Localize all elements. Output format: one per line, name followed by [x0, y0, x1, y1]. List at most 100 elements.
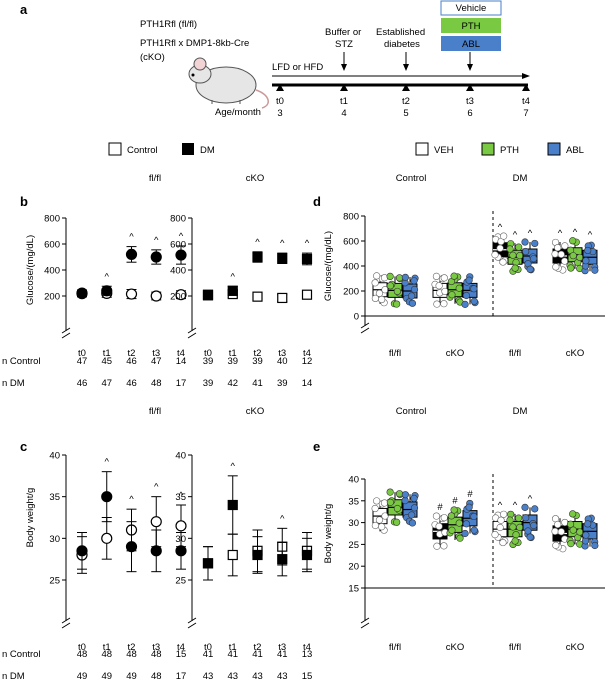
data-point [526, 533, 534, 541]
significance-marker: # [452, 496, 458, 507]
y-tick-label: 0 [354, 312, 359, 323]
n-dm-value: 14 [302, 378, 313, 389]
legend-pth-swatch [481, 142, 495, 156]
n-control-value: 48 [126, 649, 137, 660]
event-stz-label: Buffer or [325, 27, 361, 38]
n-dm-value: 41 [252, 378, 263, 389]
significance-marker: ^ [179, 231, 184, 242]
significance-marker: ^ [129, 494, 134, 505]
data-point [393, 287, 402, 296]
legend-right: VEH PTH ABL [415, 142, 584, 156]
control-point [150, 290, 162, 302]
event-arrowhead [403, 64, 409, 71]
legend-dm-label: DM [200, 145, 215, 156]
x-tick-label: t1 [103, 642, 111, 653]
dm-point [202, 289, 214, 300]
significance-marker: ^ [179, 490, 184, 501]
data-point [378, 295, 386, 304]
x-tick-label: t0 [204, 348, 212, 359]
n-control-value: 39 [203, 356, 214, 367]
n-control-value: 41 [252, 649, 263, 660]
data-point [530, 255, 538, 263]
control-point [101, 532, 113, 544]
control-point [125, 288, 138, 300]
event-stz-label-2: STZ [335, 39, 353, 50]
data-point [462, 291, 471, 300]
header-b-floxed: fl/fl [149, 173, 161, 184]
x-tick-label: t2 [254, 642, 262, 653]
data-point [569, 510, 577, 518]
data-point [582, 257, 590, 265]
dm-point [252, 251, 263, 263]
age-value: 7 [523, 108, 528, 119]
data-point [440, 300, 448, 308]
data-point [470, 526, 478, 534]
data-point [410, 277, 418, 285]
data-point [470, 512, 478, 521]
data-point [500, 232, 508, 240]
legend-abl-label: ABL [566, 145, 584, 156]
x-tick-label: fl/fl [389, 642, 401, 653]
data-point [461, 300, 469, 308]
x-tick-label: t4 [303, 348, 311, 359]
n-dm-label-b: n DM [2, 378, 25, 389]
data-point [561, 242, 569, 250]
data-point [554, 520, 562, 529]
significance-marker: ^ [305, 238, 310, 249]
x-tick-label: t3 [152, 348, 160, 359]
panel-d: 0 200 400 600 800 Glucose/(mg/dL) fl/fl cKO fl/f… [323, 211, 605, 359]
significance-marker: ^ [588, 229, 593, 240]
age-value: 4 [341, 108, 346, 119]
legend-abl-swatch [547, 142, 561, 156]
n-control-value: 47 [151, 356, 162, 367]
data-point [408, 511, 416, 519]
data-point [393, 518, 401, 526]
dm-point [76, 545, 88, 557]
significance-marker: ^ [154, 235, 159, 246]
n-control-value: 48 [101, 649, 112, 660]
significance-marker: # [437, 502, 443, 513]
data-point [395, 490, 404, 498]
data-point [408, 519, 417, 527]
timepoint-marker [276, 84, 284, 91]
dm-point [150, 251, 162, 263]
significance-marker: ^ [280, 513, 285, 524]
data-point [455, 284, 463, 292]
significance-marker: ^ [498, 500, 503, 511]
panel-letter-d: d [313, 194, 321, 209]
n-dm-value: 15 [302, 671, 313, 682]
data-point [393, 504, 402, 513]
y-tick-label: 200 [343, 287, 359, 298]
timeline-marks: t03 t14 t25 t36 t47 [276, 52, 530, 119]
y-tick-label: 30 [175, 534, 186, 545]
x-tick-label: t0 [204, 642, 212, 653]
n-dm-value: 17 [176, 378, 187, 389]
data-point [500, 510, 508, 518]
n-dm-value: 49 [126, 671, 137, 682]
header-d-dm: DM [513, 173, 528, 184]
x-tick-label: cKO [446, 348, 464, 359]
data-point [509, 251, 517, 259]
timepoint-label: t4 [522, 96, 530, 107]
data-point [591, 541, 599, 550]
header-b-cko: cKO [246, 173, 264, 184]
age-label: Age/month [215, 107, 261, 118]
x-tick-label: t2 [128, 642, 136, 653]
timepoint-marker [466, 84, 474, 91]
x-tick-label: t1 [229, 642, 237, 653]
data-point [511, 264, 519, 272]
data-point [470, 285, 478, 293]
significance-marker: ^ [280, 238, 285, 249]
genotype-cko-short: (cKO) [140, 52, 165, 63]
age-value: 5 [403, 108, 408, 119]
axis-break [61, 617, 71, 624]
y-axis-title: Glucose/(mg/dL) [25, 235, 36, 305]
data-point [551, 250, 559, 258]
data-point [433, 542, 441, 550]
n-dm-value: 43 [203, 671, 214, 682]
timepoint-marker [402, 84, 410, 91]
y-tick-label: 800 [170, 214, 186, 225]
y-tick-label: 30 [348, 518, 359, 529]
data-point [552, 263, 560, 271]
